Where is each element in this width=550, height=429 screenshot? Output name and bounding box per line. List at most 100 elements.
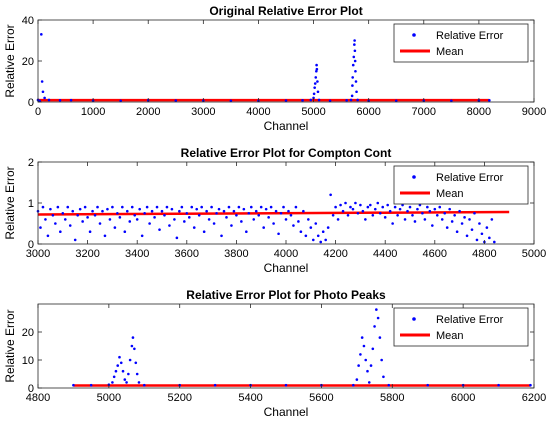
data-point [183,220,186,223]
chart-panel-3: 4800 5000 5200 5400 5600 5800 6000 6200 0 10 20 Rel… [3,288,546,419]
data-point [145,205,149,209]
data-point [345,99,348,102]
data-point [54,222,57,225]
data-point [178,209,181,213]
data-point [355,90,358,94]
data-point [294,205,298,209]
data-point [339,203,342,207]
data-point [315,69,318,73]
data-point [163,214,166,217]
data-point [143,211,146,215]
data-point [313,86,316,89]
data-point [49,207,52,211]
data-point [428,209,432,213]
axes-frame [37,303,535,389]
data-point [272,222,275,225]
data-point [202,230,206,233]
data-point [316,90,320,94]
data-point [135,218,139,221]
data-point [353,39,356,42]
data-point [369,203,372,207]
data-point [344,201,347,205]
data-point [88,230,92,233]
legend-marker-relative-error [412,175,416,179]
data-point [426,205,429,209]
data-point [309,98,313,102]
data-point [130,205,134,209]
data-point [362,344,366,348]
data-point [195,207,199,211]
data-point [142,383,146,387]
data-point [123,230,127,233]
data-point [421,211,424,215]
data-point [101,209,104,213]
data-point [59,230,62,233]
data-point [168,224,171,227]
data-point [237,205,241,209]
data-point [235,214,238,217]
data-point [118,355,121,359]
legend-marker-relative-error [412,317,416,321]
data-point [453,214,456,217]
data-point [354,80,358,83]
data-point [359,353,362,356]
data-point [313,82,317,85]
data-point [351,63,355,67]
data-point [245,230,248,233]
x-tick-label: 4000 [274,248,298,260]
data-point [302,209,305,213]
data-point [69,98,73,102]
data-point [311,238,315,242]
data-point [356,98,359,102]
data-point [212,222,216,225]
data-point [192,226,196,229]
data-point [51,214,55,217]
data-point [68,224,72,227]
data-point [148,222,151,225]
data-point [350,94,354,98]
data-point [468,218,471,221]
data-point [478,222,481,225]
data-point [349,98,353,102]
data-point [314,76,318,79]
data-point [376,201,380,205]
data-point [71,209,75,213]
data-point [39,226,42,229]
data-point [41,205,45,209]
legend-label-relative-error: Relative Error [436,172,504,184]
data-point [388,209,392,213]
y-tick-label: 20 [22,327,34,339]
data-point [215,211,218,215]
x-tick-label: 5000 [301,106,325,118]
data-point [121,205,124,209]
data-point [155,205,159,209]
data-point [351,76,354,79]
data-point [153,216,156,219]
data-point [463,216,466,219]
data-point [312,96,315,100]
x-axis-label: Channel [264,261,309,275]
legend: Relative Error Mean [393,23,529,63]
data-point [289,214,293,217]
data-point [277,232,280,236]
data-point [190,205,194,209]
x-tick-label: 9000 [522,106,546,118]
data-point [394,99,398,103]
data-point [393,205,397,209]
data-point [490,218,494,221]
x-tick-label: 2000 [136,106,160,118]
data-point [98,222,102,225]
y-axis-label: Relative Error [3,24,17,97]
data-point [364,218,367,221]
data-point [316,234,320,238]
data-point [353,49,357,53]
data-point [378,336,382,339]
data-point [137,381,141,384]
data-point [292,224,295,227]
data-point [165,205,169,209]
data-point [262,226,265,229]
x-tick-label: 0 [35,106,41,118]
data-point [360,336,364,339]
data-point [383,216,387,219]
data-point [455,230,459,233]
